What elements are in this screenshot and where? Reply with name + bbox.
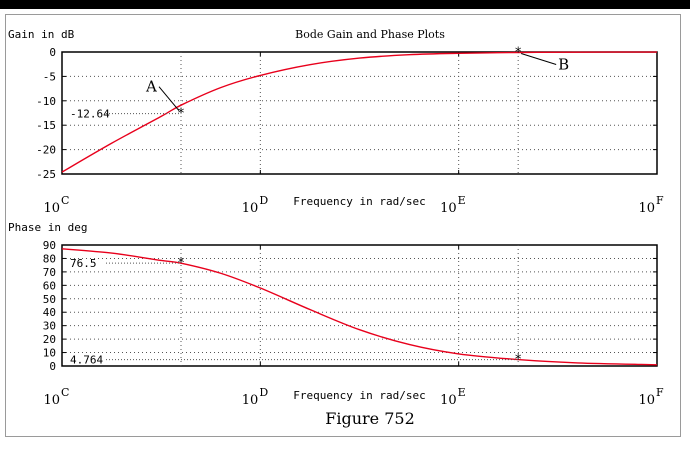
bot-y-tick-label: 80 [43, 252, 56, 265]
top-x-tick-label: 10 [242, 201, 259, 216]
phase-grid [62, 245, 657, 366]
top-y-tick-label: -20 [36, 144, 56, 157]
bot-y-tick-label: 60 [43, 279, 56, 292]
bot-x-tick-exponent: E [458, 386, 466, 399]
top-y-tick-label: -5 [43, 70, 56, 83]
bot-y-tick-label: 0 [49, 360, 56, 373]
bot-x-tick-label: 10 [43, 393, 60, 408]
top-y-tick-label: 0 [49, 46, 56, 59]
phase-x-label: Frequency in rad/sec [293, 389, 425, 402]
bot-x-tick-exponent: F [656, 386, 664, 399]
gain-y-label: Gain in dB [8, 28, 75, 41]
top-point-marker: * [514, 45, 522, 60]
bot-y-tick-label: 30 [43, 320, 56, 333]
top-y-tick-label: -10 [36, 95, 56, 108]
bot-x-tick-label: 10 [638, 393, 655, 408]
top-x-tick-exponent: D [259, 194, 268, 207]
top-point-marker: * [177, 107, 185, 122]
gain-grid [62, 52, 657, 174]
bot-y-tick-label: 20 [43, 333, 56, 346]
bot-x-tick-exponent: C [61, 386, 69, 399]
phase-annotations: * 76.5 * 4.764 [70, 256, 522, 367]
top-point-label: A [145, 78, 157, 96]
bot-y-tick-label: 70 [43, 266, 56, 279]
bot-y-tick-label: 50 [43, 293, 56, 306]
top-x-tick-label: 10 [440, 201, 457, 216]
gain-annotations: * -12.64 A * B [70, 45, 569, 121]
top-x-tick-exponent: F [656, 194, 664, 207]
top-pointer-line [158, 86, 180, 112]
bot-point-marker: * [177, 256, 185, 271]
top-black-bar [0, 0, 690, 9]
bot-y-tick-label: 40 [43, 306, 56, 319]
top-y-tick-label: -15 [36, 119, 56, 132]
top-x-tick-exponent: E [458, 194, 466, 207]
bot-value-label: 76.5 [70, 257, 97, 270]
phase-y-label: Phase in deg [8, 221, 87, 234]
bot-x-tick-exponent: D [259, 386, 268, 399]
top-y-tick-label: -25 [36, 168, 56, 181]
top-point-label: B [558, 55, 569, 73]
top-x-tick-label: 10 [638, 201, 655, 216]
gain-curve [61, 51, 658, 173]
phase-plot-area [61, 244, 658, 367]
bot-y-tick-label: 90 [43, 239, 56, 252]
phase-curve [61, 248, 658, 366]
bot-y-tick-label: 10 [43, 347, 56, 360]
bot-value-label: 4.764 [70, 354, 103, 367]
bot-point-marker: * [514, 353, 522, 368]
top-value-label: -12.64 [70, 108, 110, 121]
gain-plot-area [61, 51, 658, 175]
gain-x-label: Frequency in rad/sec [293, 195, 425, 208]
bot-x-tick-label: 10 [440, 393, 457, 408]
bot-x-tick-label: 10 [242, 393, 259, 408]
figure-caption: Figure 752 [325, 409, 415, 428]
top-pointer-line [521, 53, 557, 65]
top-x-tick-exponent: C [61, 194, 69, 207]
gain-y-ticks: 0 -5 -10 -15 -20 -25 [36, 46, 657, 181]
top-x-tick-label: 10 [43, 201, 60, 216]
chart-title: Bode Gain and Phase Plots [295, 28, 445, 41]
